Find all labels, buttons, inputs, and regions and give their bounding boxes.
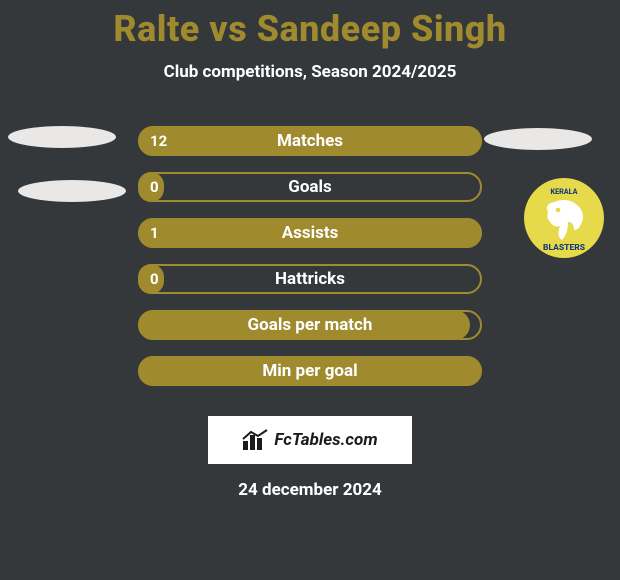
page-subtitle: Club competitions, Season 2024/2025 <box>164 62 457 82</box>
page-title: Ralte vs Sandeep Singh <box>113 8 506 50</box>
stat-row: 12 Matches <box>0 126 620 156</box>
stat-left-value: 1 <box>150 224 159 242</box>
stat-label: Hattricks <box>275 269 345 289</box>
bar-chart-icon <box>242 429 268 451</box>
stat-label: Goals per match <box>248 315 373 335</box>
stat-row: Min per goal <box>0 356 620 386</box>
stat-row: 0 Hattricks <box>0 264 620 294</box>
stat-left-value: 12 <box>150 132 167 150</box>
snapshot-date: 24 december 2024 <box>238 480 381 500</box>
stat-row: 0 Goals <box>0 172 620 202</box>
stat-row: 1 Assists <box>0 218 620 248</box>
stat-label: Min per goal <box>262 361 357 381</box>
comparison-card: Ralte vs Sandeep Singh Club competitions… <box>0 0 620 580</box>
stat-left-value: 0 <box>150 178 159 196</box>
fctables-label: FcTables.com <box>274 430 377 450</box>
stats-bars: 12 Matches 0 Goals 1 Assists 0 Hattricks Goals p… <box>0 126 620 402</box>
stat-label: Goals <box>288 177 332 197</box>
stat-row: Goals per match <box>0 310 620 340</box>
stat-left-value: 0 <box>150 270 159 288</box>
fctables-attribution: FcTables.com <box>208 416 412 464</box>
stat-label: Matches <box>277 131 343 151</box>
stat-label: Assists <box>282 223 339 243</box>
